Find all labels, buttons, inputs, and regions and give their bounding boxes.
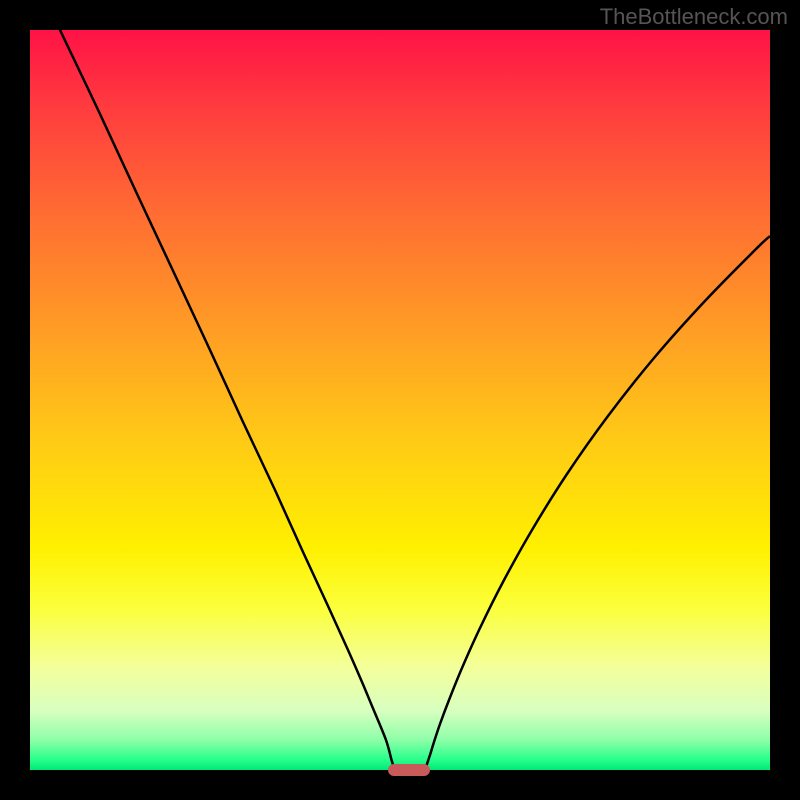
plot-area <box>30 30 770 770</box>
curve-right <box>425 236 770 770</box>
curve-left <box>60 30 394 770</box>
optimal-marker <box>388 764 430 776</box>
bottleneck-curves <box>30 30 770 770</box>
watermark-text: TheBottleneck.com <box>600 4 788 30</box>
